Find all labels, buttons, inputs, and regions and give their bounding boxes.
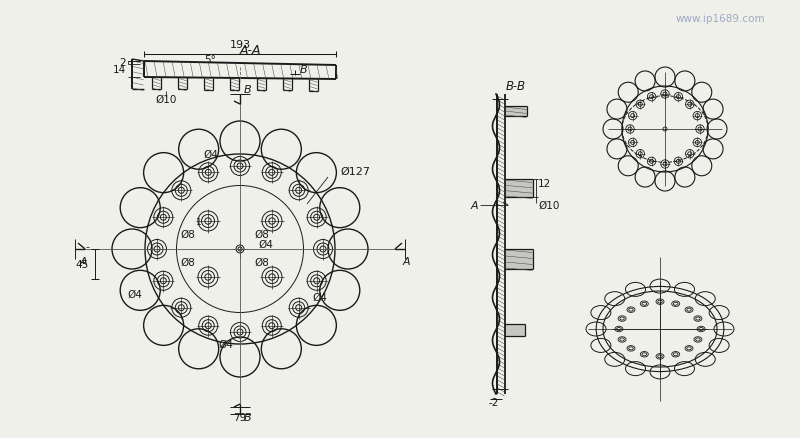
- Text: -2: -2: [489, 397, 499, 407]
- Text: Ø4: Ø4: [127, 290, 142, 299]
- Polygon shape: [505, 324, 525, 336]
- Text: B: B: [244, 412, 252, 422]
- Text: B: B: [244, 85, 252, 95]
- Text: B: B: [300, 65, 308, 75]
- Text: 5°: 5°: [204, 55, 216, 65]
- Text: A-A: A-A: [239, 43, 261, 57]
- Text: 193: 193: [230, 40, 250, 50]
- Text: Ø4: Ø4: [258, 240, 273, 249]
- Polygon shape: [505, 180, 533, 198]
- Text: Ø10: Ø10: [538, 201, 559, 211]
- Text: Ø4: Ø4: [203, 150, 218, 159]
- Text: B-B: B-B: [506, 80, 526, 93]
- Polygon shape: [505, 107, 527, 117]
- Text: Ø4: Ø4: [313, 292, 327, 302]
- Text: Ø10: Ø10: [155, 95, 177, 105]
- Text: www.ip1689.com: www.ip1689.com: [675, 14, 765, 24]
- Text: A: A: [470, 201, 478, 211]
- Text: Ø4: Ø4: [218, 339, 233, 349]
- Text: Ø8: Ø8: [181, 258, 195, 267]
- Text: -: -: [85, 241, 89, 251]
- Text: Ø127: Ø127: [340, 166, 370, 177]
- Text: 45: 45: [76, 259, 89, 269]
- Text: Ø8: Ø8: [254, 230, 270, 240]
- Text: A: A: [403, 256, 410, 266]
- Text: 2: 2: [119, 58, 126, 68]
- Polygon shape: [505, 249, 533, 269]
- Text: A: A: [80, 256, 88, 266]
- Text: 12: 12: [538, 179, 551, 189]
- Text: Ø8: Ø8: [254, 258, 270, 267]
- Text: 1: 1: [196, 218, 202, 227]
- Text: 79: 79: [234, 412, 246, 422]
- Text: 14: 14: [113, 65, 126, 75]
- Text: Ø8: Ø8: [181, 230, 195, 240]
